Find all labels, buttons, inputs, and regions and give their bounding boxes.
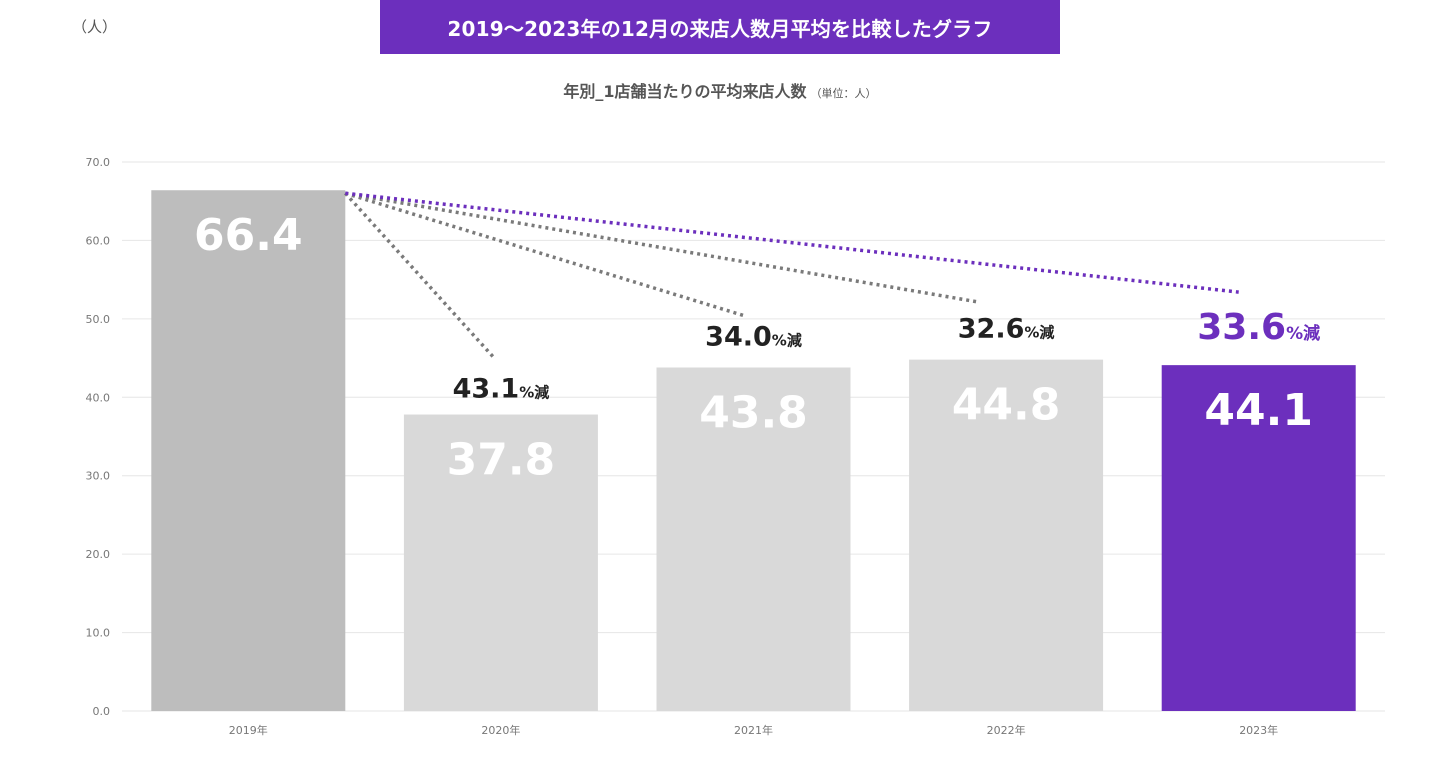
y-tick-label: 0.0 <box>93 705 111 718</box>
y-tick-label: 70.0 <box>86 156 111 169</box>
decrease-value: 32.6 <box>958 314 1025 345</box>
chart-subtitle: 年別_1店舗当たりの平均来店人数 （単位：人） <box>0 78 1440 102</box>
decrease-suffix: %減 <box>1024 324 1054 342</box>
y-tick-label: 50.0 <box>86 313 111 326</box>
x-tick-label: 2019年 <box>229 723 268 737</box>
x-tick-label: 2020年 <box>481 723 520 737</box>
x-tick-label: 2023年 <box>1239 723 1278 737</box>
decrease-annotation: 43.1%減 <box>453 374 550 405</box>
decrease-value: 43.1 <box>453 374 520 405</box>
chart-title: 年別_1店舗当たりの平均来店人数 <box>563 82 807 101</box>
bar <box>403 414 598 711</box>
comparison-line <box>344 191 745 318</box>
decrease-suffix: %減 <box>1286 323 1320 344</box>
decrease-suffix: %減 <box>772 331 802 349</box>
y-tick-label: 10.0 <box>86 627 111 640</box>
decrease-suffix: %減 <box>519 384 549 402</box>
decrease-annotation: 33.6%減 <box>1197 307 1320 348</box>
decrease-annotation: 34.0%減 <box>705 321 802 352</box>
unit-note: （単位：人） <box>810 87 877 100</box>
y-tick-label: 20.0 <box>86 548 111 561</box>
x-tick-label: 2022年 <box>987 723 1026 737</box>
banner-title: 2019～2023年の12月の来店人数月平均を比較したグラフ <box>380 0 1060 54</box>
decrease-value: 33.6 <box>1197 307 1286 348</box>
bar <box>656 367 851 711</box>
comparison-line <box>345 191 1239 294</box>
bar-value-label: 66.4 <box>194 210 303 261</box>
decrease-annotation: 32.6%減 <box>958 314 1055 345</box>
bar <box>909 359 1104 711</box>
comparison-line <box>345 191 977 304</box>
bar <box>151 190 346 712</box>
y-tick-label: 60.0 <box>86 234 111 247</box>
x-tick-label: 2021年 <box>734 723 773 737</box>
bar-value-label: 44.8 <box>952 380 1061 431</box>
decrease-value: 34.0 <box>705 321 772 352</box>
unit-label: （人） <box>72 18 118 36</box>
bar-value-label: 44.1 <box>1204 385 1313 436</box>
comparison-line <box>344 192 495 358</box>
bar <box>1161 365 1356 711</box>
bar-value-label: 37.8 <box>447 435 556 486</box>
y-tick-label: 30.0 <box>86 470 111 483</box>
y-tick-label: 40.0 <box>86 391 111 404</box>
bar-value-label: 43.8 <box>699 387 808 438</box>
